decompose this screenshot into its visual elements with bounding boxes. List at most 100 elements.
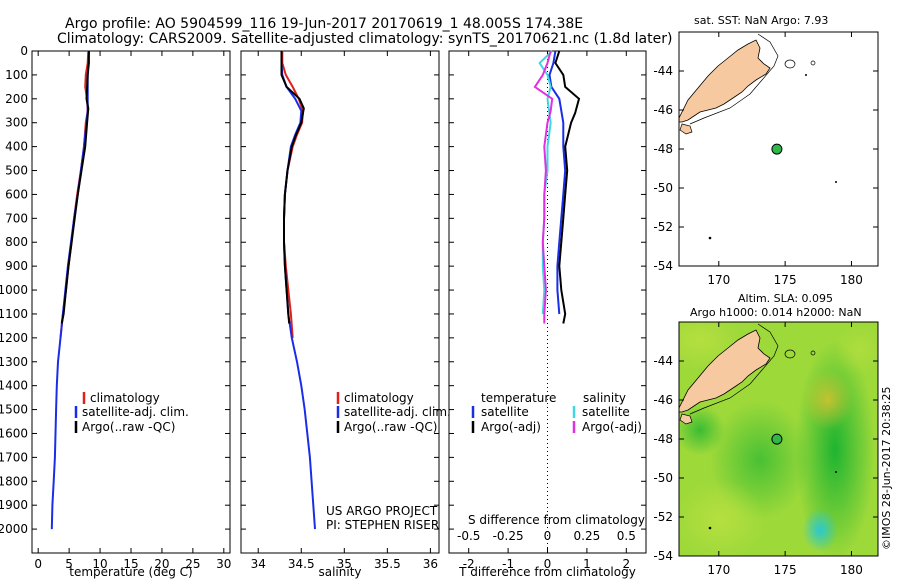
legend-label-t-argo: Argo(-adj): [481, 420, 541, 434]
legend-label-argo: Argo(..raw -QC): [344, 420, 437, 434]
depth-tick-label: 1300: [0, 355, 28, 369]
figure-title-line1: Argo profile: AO 5904599_116 19-Jun-2017…: [65, 16, 583, 32]
map1-ytick-label: -46: [653, 103, 673, 117]
map1-xtick-label: 170: [707, 273, 730, 287]
depth-tick-label: 1100: [0, 307, 28, 321]
depth-tick-label: 1600: [0, 426, 28, 440]
sal-xlabel: salinity: [318, 565, 361, 579]
diff-xtick-label: -2: [463, 557, 475, 571]
diff-xtick-label: -1: [502, 557, 514, 571]
depth-tick-label: 200: [5, 92, 28, 106]
s-difference-axis-label: S difference from climatology: [468, 513, 645, 527]
shelf-contour-2: [689, 323, 779, 415]
temp-xtick-label: 30: [216, 557, 231, 571]
temp-xlabel: temperature (deg C): [69, 565, 192, 579]
map1-ytick-label: -54: [653, 259, 673, 273]
shelf-contour: [689, 33, 779, 125]
salinity-legend: climatology satellite-adj. clim. Argo(..…: [326, 391, 451, 532]
depth-tick-label: 1500: [0, 403, 28, 417]
temp-series-satellite-adj-clim-: [50, 50, 90, 530]
map2-xtick-label: 180: [840, 563, 863, 577]
depth-tick-label: 900: [5, 259, 28, 273]
map1-xtick-label: 180: [840, 273, 863, 287]
map2-ytick-label: -44: [653, 354, 673, 368]
depth-tick-label: 800: [5, 235, 28, 249]
temp-xtick-label: 15: [123, 557, 138, 571]
islet-dot-2: [708, 526, 712, 530]
islet-contour-2: [810, 350, 816, 356]
depth-tick-label: 1800: [0, 474, 28, 488]
legend-label-s-argo: Argo(-adj): [582, 420, 642, 434]
islet-dot: [805, 74, 807, 76]
pi-annotation: PI: STEPHEN RISER: [326, 518, 439, 532]
map2-ytick-label: -50: [653, 471, 673, 485]
legend-heading-temperature: temperature: [481, 391, 556, 405]
depth-tick-label: 700: [5, 211, 28, 225]
project-annotation: US ARGO PROJECT: [326, 504, 438, 518]
temp-series-argo-raw-qc-: [60, 51, 90, 324]
depth-tick-label: 1400: [0, 379, 28, 393]
map2-xtick-label: 170: [707, 563, 730, 577]
legend-label-satellite: satellite-adj. clim.: [344, 405, 451, 419]
map2-ytick-label: -54: [653, 549, 673, 563]
depth-tick-label: 1200: [0, 331, 28, 345]
temp-xtick-label: 5: [65, 557, 73, 571]
diff-xtick-label: 2: [622, 557, 630, 571]
islet-dot: [835, 181, 837, 183]
depth-tick-label: 0: [20, 44, 28, 58]
sal-series-argo-raw-qc-: [280, 51, 305, 324]
stewart-island-land: [679, 123, 693, 135]
map2-ytick-label: -46: [653, 393, 673, 407]
legend-label-s-satellite: satellite: [582, 405, 630, 419]
sal-xtick-label: 34: [251, 557, 266, 571]
temperature-panel-frame: [31, 50, 231, 554]
map2-title-line2: Argo h1000: 0.014 h2000: NaN: [690, 306, 862, 319]
diff-series-temperature-argo-adj-: [554, 50, 581, 324]
south-island-land-2: [679, 329, 771, 413]
map2-xtick-label: 175: [774, 563, 797, 577]
stewart-island-land-2: [679, 413, 693, 425]
map2-ytick-label: -48: [653, 432, 673, 446]
depth-tick-label: 1900: [0, 498, 28, 512]
sal-xtick-label: 36: [423, 557, 438, 571]
map1-ytick-label: -44: [653, 64, 673, 78]
diff-s-tick-label: -0.25: [493, 529, 524, 543]
map1-argo-position-marker: [771, 143, 783, 155]
chatham-rise-contour: [784, 59, 796, 69]
depth-tick-label: 2000: [0, 522, 28, 536]
sal-xtick-label: 35.5: [374, 557, 401, 571]
temp-xtick-label: 20: [154, 557, 169, 571]
diff-s-tick-label: 0.5: [617, 529, 636, 543]
depth-tick-label: 600: [5, 187, 28, 201]
legend-label-satellite: satellite-adj. clim.: [82, 405, 189, 419]
depth-tick-label: 400: [5, 140, 28, 154]
salinity-panel-frame: [240, 50, 440, 554]
map2-ytick-label: -52: [653, 510, 673, 524]
diff-s-tick-label: -0.5: [457, 529, 480, 543]
diff-series-salinity-argo-adj-: [533, 50, 554, 324]
chatham-rise-contour-2: [784, 349, 796, 359]
imos-credit: ©IMOS 28-Jun-2017 20:38:25: [880, 386, 893, 550]
depth-tick-label: 1700: [0, 450, 28, 464]
diff-xtick-label: 0: [544, 557, 552, 571]
map1-xtick-label: 175: [774, 273, 797, 287]
map1-ytick-label: -48: [653, 142, 673, 156]
legend-label-climatology: climatology: [344, 391, 414, 405]
temp-xtick-label: 25: [185, 557, 200, 571]
map1-title: sat. SST: NaN Argo: 7.93: [694, 14, 828, 27]
sal-xtick-label: 35: [337, 557, 352, 571]
diff-xtick-label: 1: [583, 557, 591, 571]
legend-heading-salinity: salinity: [583, 391, 626, 405]
depth-tick-label: 100: [5, 68, 28, 82]
islet-dot-2: [835, 471, 837, 473]
islet-dot: [708, 236, 712, 240]
difference-legend: temperature salinity satellite Argo(-adj…: [468, 391, 645, 527]
diff-series-temperature-satellite: [548, 50, 567, 315]
depth-tick-label: 1000: [0, 283, 28, 297]
depth-tick-label: 500: [5, 164, 28, 178]
legend-label-argo: Argo(..raw -QC): [82, 420, 175, 434]
islet-contour: [810, 60, 816, 66]
sal-xtick-label: 34.5: [288, 557, 315, 571]
diff-xlabel: T difference from climatology: [458, 565, 636, 579]
